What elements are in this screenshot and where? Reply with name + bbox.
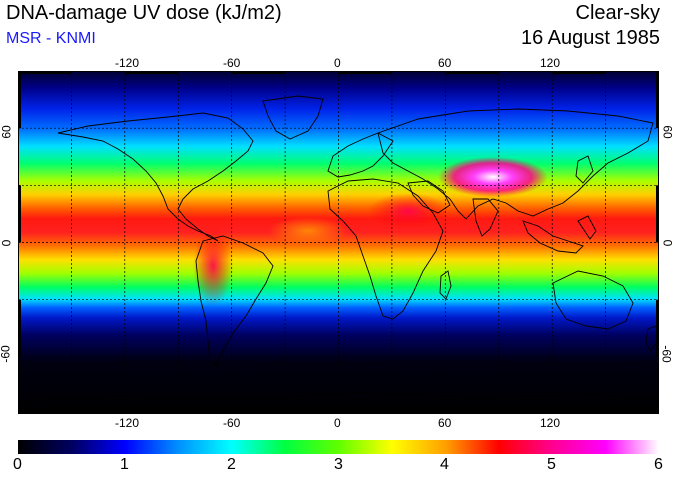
lon-tick-bottom: 0 bbox=[334, 416, 341, 430]
colorbar-gradient bbox=[18, 440, 659, 454]
frame-ticks bbox=[18, 71, 659, 414]
uv-hotspot-tibet bbox=[438, 157, 548, 197]
colorbar-label: 5 bbox=[547, 456, 556, 473]
chart-title: DNA-damage UV dose (kJ/m2) bbox=[6, 2, 282, 24]
uv-cool-patch bbox=[268, 217, 348, 245]
uv-hotspot-andes bbox=[193, 226, 233, 306]
colorbar bbox=[18, 440, 659, 454]
colorbar-label: 4 bbox=[440, 456, 449, 473]
lat-tick-left: 0 bbox=[0, 239, 14, 247]
lon-tick-top: 0 bbox=[334, 56, 341, 70]
graticule bbox=[18, 71, 659, 414]
lon-tick-top: 60 bbox=[438, 56, 452, 70]
lon-tick-top: -120 bbox=[115, 56, 140, 70]
date-label: 16 August 1985 bbox=[520, 27, 660, 49]
uv-hotspot-sahara bbox=[368, 193, 448, 229]
lon-tick-top: 120 bbox=[540, 56, 561, 70]
lat-tick-right: -60 bbox=[659, 345, 674, 363]
lon-tick-top: -60 bbox=[223, 56, 241, 70]
lat-tick-right: 0 bbox=[660, 239, 675, 247]
lon-tick-bottom: -60 bbox=[223, 416, 241, 430]
uv-dose-map bbox=[18, 71, 659, 414]
colorbar-label: 1 bbox=[120, 456, 129, 473]
colorbar-label: 6 bbox=[654, 456, 663, 473]
lon-tick-bottom: 120 bbox=[540, 416, 561, 430]
lon-tick-bottom: -120 bbox=[115, 416, 140, 430]
lat-tick-left: 60 bbox=[0, 125, 14, 139]
coastlines bbox=[18, 95, 659, 402]
lat-tick-left: -60 bbox=[0, 345, 13, 363]
sky-condition-label: Clear-sky bbox=[575, 2, 660, 24]
lat-tick-right: 60 bbox=[660, 125, 675, 139]
lon-tick-bottom: 60 bbox=[438, 416, 452, 430]
colorbar-label: 2 bbox=[227, 456, 236, 473]
source-label: MSR - KNMI bbox=[6, 30, 96, 47]
colorbar-label: 3 bbox=[334, 456, 343, 473]
colorbar-label: 0 bbox=[13, 456, 22, 473]
